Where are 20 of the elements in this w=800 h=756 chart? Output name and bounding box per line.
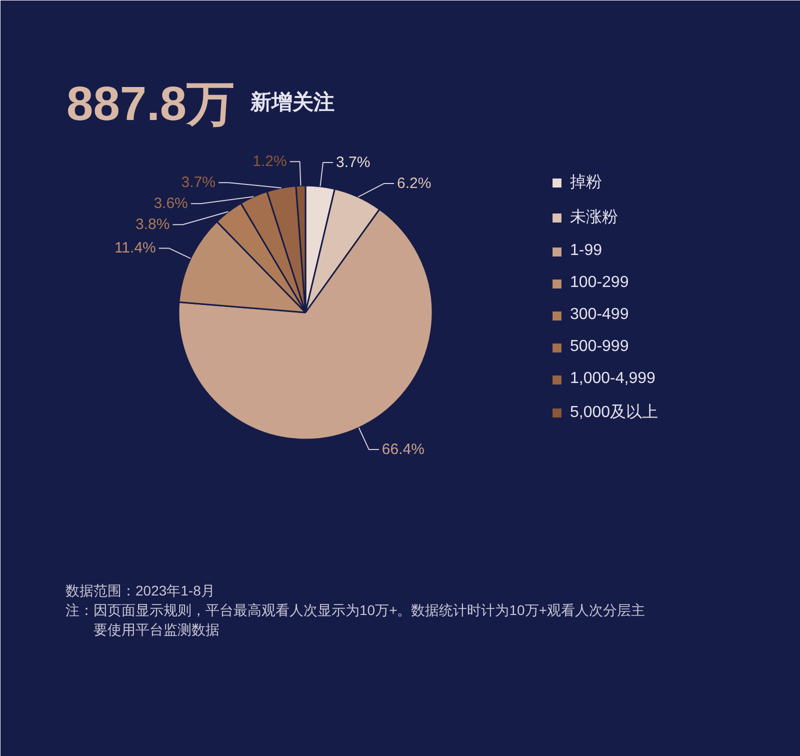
data-label: 1.2%: [252, 153, 287, 170]
text: 数据范围：2023年1-8月: [66, 582, 215, 598]
legend-label: 300-499: [570, 306, 629, 324]
data-label: 66.4%: [382, 441, 424, 458]
legend-label: 5,000及以上: [570, 402, 658, 423]
legend-label: 未涨粉: [570, 208, 618, 228]
data-label: 3.7%: [181, 174, 216, 192]
legend-label: 掉粉: [570, 172, 602, 193]
legend-label: 100-299: [570, 274, 629, 292]
data-label: 11.4%: [114, 240, 156, 257]
data-label: 3.8%: [136, 216, 170, 234]
data-label: 3.6%: [154, 195, 188, 212]
legend-label: 1-99: [570, 242, 602, 260]
chart-subtitle: 新增关注: [250, 90, 335, 114]
text: 注：因页面显示规则，平台最高观看人次显示为10万+。数据统计时计为10万+观看人次分层主要使用平台监测数据: [66, 602, 645, 638]
legend-label: 500-999: [570, 338, 629, 356]
data-label: 3.7%: [336, 154, 370, 172]
legend-label: 1,000-4,999: [570, 370, 656, 388]
data-label: 6.2%: [397, 175, 432, 192]
chart-title: 887.8万: [66, 78, 235, 131]
